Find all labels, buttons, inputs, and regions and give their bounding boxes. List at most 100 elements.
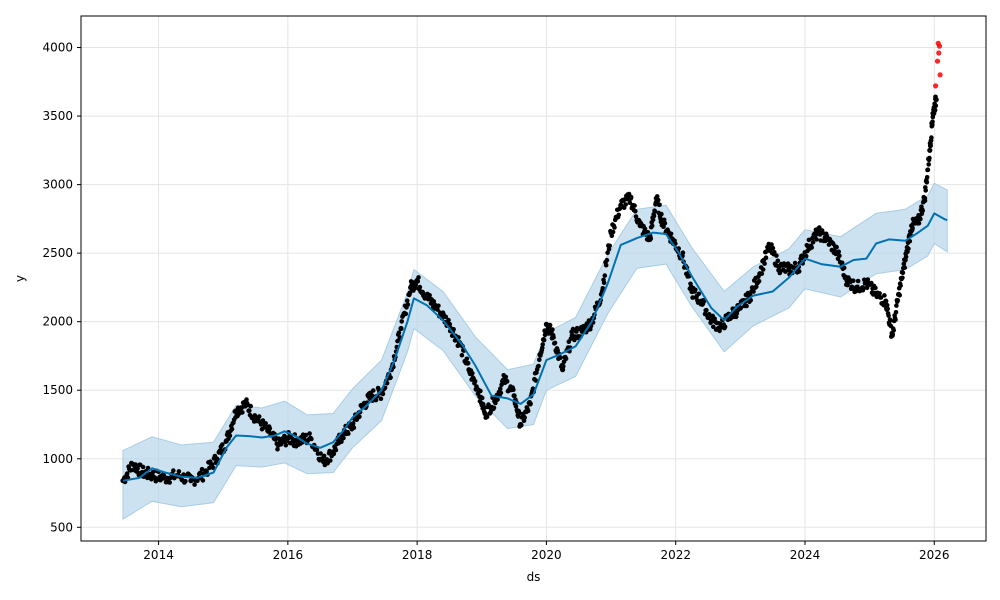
observed-point	[427, 293, 432, 298]
x-tick-label: 2016	[273, 548, 304, 562]
observed-point	[806, 237, 812, 243]
observed-point	[333, 447, 339, 453]
x-axis-label: ds	[527, 570, 541, 584]
observed-point	[891, 328, 896, 333]
observed-point	[612, 225, 617, 230]
observed-point	[851, 278, 856, 284]
observed-point	[933, 103, 939, 109]
observed-point	[479, 395, 485, 401]
observed-point	[895, 298, 901, 303]
observed-point	[882, 293, 887, 298]
observed-point	[927, 155, 932, 161]
observed-point	[491, 405, 497, 411]
x-tick-label: 2020	[531, 548, 562, 562]
observed-point	[484, 414, 490, 420]
x-tick-label: 2024	[790, 548, 821, 562]
observed-point	[845, 282, 850, 288]
observed-point	[451, 327, 456, 332]
observed-point	[809, 245, 814, 250]
observed-point	[933, 97, 939, 103]
observed-point	[536, 363, 541, 369]
observed-point	[884, 302, 890, 308]
y-tick-label: 2500	[42, 246, 73, 260]
observed-point	[836, 249, 841, 254]
observed-point	[318, 451, 323, 456]
x-tick-label: 2022	[660, 548, 691, 562]
observed-point	[924, 175, 930, 180]
observed-point	[655, 197, 661, 203]
recent-observed-point	[934, 58, 941, 64]
observed-point	[540, 342, 545, 347]
observed-point	[498, 390, 504, 396]
observed-point	[511, 387, 516, 393]
observed-point	[443, 314, 449, 320]
observed-point	[404, 298, 410, 304]
observed-point	[145, 465, 151, 471]
observed-point	[465, 360, 471, 366]
observed-point	[551, 335, 556, 340]
observed-point	[563, 356, 569, 362]
observed-point	[632, 203, 637, 208]
observed-point	[378, 396, 384, 402]
observed-point	[654, 194, 660, 199]
observed-point	[303, 432, 309, 438]
observed-point	[928, 143, 933, 149]
observed-point	[199, 466, 205, 472]
observed-point	[618, 202, 624, 208]
observed-point	[693, 287, 698, 293]
observed-point	[371, 388, 376, 393]
observed-point	[873, 285, 878, 291]
observed-point	[865, 277, 871, 282]
observed-point	[167, 480, 172, 485]
observed-point	[907, 238, 913, 244]
observed-point	[923, 188, 928, 193]
observed-point	[927, 147, 933, 153]
observed-point	[227, 433, 233, 439]
observed-point	[734, 311, 740, 316]
observed-point	[558, 355, 563, 361]
observed-point	[869, 280, 874, 286]
observed-point	[309, 436, 314, 442]
observed-point	[924, 180, 930, 185]
observed-point	[464, 356, 470, 362]
observed-point	[910, 225, 915, 231]
observed-point	[436, 303, 441, 309]
observed-point	[140, 464, 146, 470]
observed-point	[930, 119, 935, 124]
observed-point	[932, 107, 938, 113]
observed-point	[733, 314, 739, 320]
observed-point	[627, 200, 633, 205]
observed-point	[770, 245, 776, 251]
observed-point	[920, 208, 925, 213]
observed-point	[607, 243, 612, 249]
observed-point	[839, 260, 845, 266]
observed-point	[610, 229, 616, 235]
observed-point	[929, 135, 934, 140]
observed-point	[704, 307, 709, 313]
observed-point	[516, 414, 521, 419]
observed-point	[775, 258, 781, 264]
observed-point	[668, 231, 674, 237]
y-tick-label: 1500	[42, 383, 73, 397]
observed-point	[373, 397, 379, 403]
y-tick-label: 2000	[42, 315, 73, 329]
observed-point	[260, 418, 266, 423]
recent-observed-point	[933, 83, 939, 89]
observed-point	[417, 284, 423, 290]
observed-point	[552, 340, 558, 346]
observed-point	[628, 194, 634, 200]
observed-point	[541, 337, 547, 343]
observed-point	[722, 324, 728, 330]
observed-point	[893, 317, 898, 323]
observed-point	[841, 265, 847, 271]
observed-point	[275, 447, 280, 452]
observed-point	[504, 379, 510, 384]
observed-point	[267, 426, 273, 431]
observed-point	[550, 327, 555, 332]
observed-point	[135, 466, 140, 471]
observed-point	[540, 345, 545, 351]
observed-point	[600, 286, 606, 291]
observed-point	[220, 442, 225, 447]
observed-point	[922, 198, 928, 204]
observed-point	[176, 469, 182, 474]
